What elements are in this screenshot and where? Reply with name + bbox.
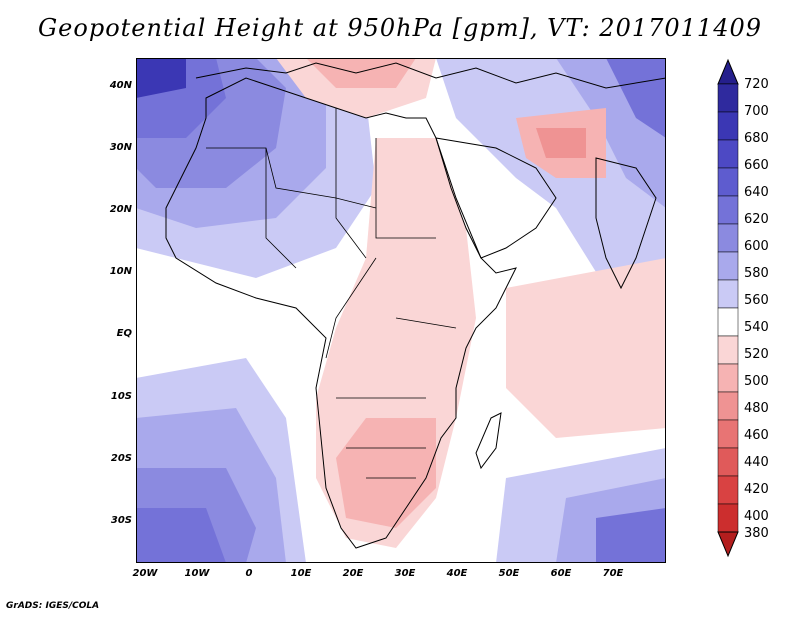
grads-credit: GrADS: IGES/COLA <box>6 601 100 611</box>
colorbar-label-380: 380 <box>744 526 769 541</box>
colorbar-label-660: 660 <box>744 158 769 173</box>
low-field-mediterranean <box>276 58 436 118</box>
lon-label-70e: 70E <box>602 568 624 579</box>
colorbar-label-720: 720 <box>744 77 769 92</box>
lat-label-30n: 30N <box>109 142 132 153</box>
colorbar-label-420: 420 <box>744 482 769 497</box>
lat-label-10n: 10N <box>109 266 132 277</box>
coastline <box>165 77 517 549</box>
colorbar-label-600: 600 <box>744 239 769 254</box>
colorbar-label-680: 680 <box>744 131 769 146</box>
colorbar-label-460: 460 <box>744 428 769 443</box>
lon-label-10w: 10W <box>184 568 210 579</box>
lat-label-20s: 20S <box>110 453 132 464</box>
low-field-indian-ocean <box>506 258 666 438</box>
colorbar-label-560: 560 <box>744 293 769 308</box>
colorbar-swatch <box>717 391 739 421</box>
colorbar-swatch <box>717 503 739 533</box>
country-borders <box>206 108 457 479</box>
high-field-north-africa <box>136 58 376 278</box>
europe-coast <box>195 62 666 89</box>
colorbar-swatch <box>717 111 739 141</box>
lat-label-20n: 20N <box>109 204 132 215</box>
colorbar-label-580: 580 <box>744 266 769 281</box>
colorbar-label-700: 700 <box>744 104 769 119</box>
colorbar-swatch <box>717 195 739 225</box>
lon-label-60e: 60E <box>550 568 572 579</box>
high-field-south-indian <box>496 448 666 563</box>
lat-label-eq: EQ <box>116 328 132 339</box>
colorbar-swatch <box>717 307 739 337</box>
lon-label-20w: 20W <box>132 568 158 579</box>
lon-label-0: 0 <box>245 568 253 579</box>
colorbar-label-400: 400 <box>744 509 769 524</box>
colorbar-label-440: 440 <box>744 455 769 470</box>
lon-label-50e: 50E <box>498 568 520 579</box>
colorbar-swatch <box>717 419 739 449</box>
colorbar-swatch <box>717 363 739 393</box>
colorbar-bottom-arrow <box>717 531 739 558</box>
madagascar-outline <box>475 412 502 470</box>
colorbar-label-540: 540 <box>744 320 769 335</box>
colorbar-swatch <box>717 475 739 505</box>
colorbar-swatch <box>717 83 739 113</box>
colorbar-label-500: 500 <box>744 374 769 389</box>
high-field-south-atlantic <box>136 358 306 563</box>
colorbar-top-arrow <box>717 58 739 85</box>
lat-label-10s: 10S <box>110 391 132 402</box>
lon-label-30e: 30E <box>394 568 416 579</box>
colorbar-swatch <box>717 167 739 197</box>
colorbar-swatch <box>717 251 739 281</box>
lat-label-40n: 40N <box>109 80 132 91</box>
colorbar-label-620: 620 <box>744 212 769 227</box>
arabia-outline <box>435 137 557 259</box>
lon-label-10e: 10E <box>290 568 312 579</box>
map-canvas <box>136 58 666 563</box>
lon-label-40e: 40E <box>446 568 468 579</box>
map-frame <box>136 58 666 563</box>
colorbar-label-640: 640 <box>744 185 769 200</box>
colorbar-swatch <box>717 447 739 477</box>
colorbar-label-480: 480 <box>744 401 769 416</box>
colorbar-swatch <box>717 279 739 309</box>
india-outline <box>595 157 657 290</box>
lat-label-30s: 30S <box>110 515 132 526</box>
colorbar-swatch <box>717 335 739 365</box>
colorbar-swatch <box>717 139 739 169</box>
lon-label-20e: 20E <box>342 568 364 579</box>
colorbar-label-520: 520 <box>744 347 769 362</box>
low-field-iran <box>516 108 606 178</box>
map-panel <box>136 58 666 563</box>
map-title: Geopotential Height at 950hPa [gpm], VT:… <box>38 14 762 42</box>
colorbar <box>717 58 739 558</box>
colorbar-swatch <box>717 223 739 253</box>
